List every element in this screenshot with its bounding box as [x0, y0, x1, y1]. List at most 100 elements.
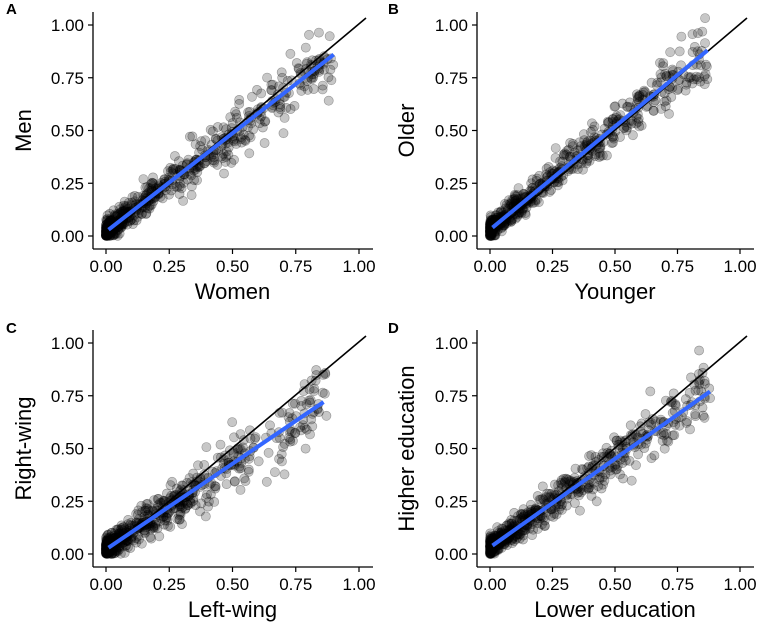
scatter-point — [601, 442, 612, 453]
scatter-point — [588, 477, 599, 488]
scatter-point — [555, 501, 566, 512]
scatter-point — [133, 191, 143, 202]
scatter-point — [611, 435, 622, 446]
scatter-point — [609, 101, 620, 112]
scatter-point — [184, 131, 195, 142]
scatter-point — [697, 402, 708, 413]
scatter-point — [693, 28, 703, 39]
scatter-point — [208, 152, 219, 163]
scatter-point — [602, 447, 613, 458]
scatter-point — [320, 367, 331, 378]
scatter-point — [511, 534, 521, 544]
scatter-point — [101, 536, 112, 547]
scatter-point — [142, 498, 153, 509]
scatter-point — [168, 163, 179, 174]
scatter-point — [174, 189, 185, 199]
scatter-point — [225, 112, 236, 122]
scatter-point — [305, 429, 315, 440]
scatter-point — [136, 500, 147, 511]
scatter-point — [201, 492, 211, 503]
scatter-point — [520, 525, 531, 535]
scatter-point — [660, 68, 671, 79]
scatter-point — [562, 474, 572, 485]
scatter-point — [495, 206, 506, 217]
scatter-point — [175, 509, 186, 520]
scatter-point — [252, 85, 262, 95]
scatter-point — [205, 489, 216, 500]
scatter-point — [494, 527, 504, 538]
scatter-point — [105, 215, 116, 225]
scatter-point — [506, 515, 517, 525]
scatter-point — [223, 142, 234, 153]
scatter-point — [538, 188, 548, 198]
scatter-point — [595, 150, 606, 161]
scatter-point — [235, 444, 246, 455]
scatter-point — [574, 137, 585, 148]
scatter-point — [530, 195, 541, 205]
scatter-point — [295, 422, 306, 433]
scatter-point — [132, 211, 143, 222]
scatter-point — [636, 120, 647, 131]
scatter-point — [700, 38, 710, 48]
scatter-point — [152, 523, 163, 534]
scatter-point — [595, 143, 606, 153]
scatter-point — [149, 522, 160, 533]
scatter-point — [207, 155, 218, 166]
scatter-point — [150, 520, 161, 530]
scatter-point — [103, 217, 113, 228]
scatter-point — [111, 229, 121, 239]
scatter-point — [319, 64, 329, 75]
scatter-point — [639, 85, 649, 96]
scatter-point — [175, 501, 186, 512]
scatter-point — [203, 496, 214, 507]
scatter-point — [212, 159, 223, 170]
scatter-point — [620, 455, 631, 466]
scatter-point — [119, 548, 130, 558]
scatter-point — [631, 460, 641, 471]
scatter-point — [101, 547, 111, 558]
scatter-point — [584, 155, 595, 166]
panel-b: 0.00 0.00 0.25 0.25 0.50 0.50 0.75 0.75 1.00 1.00… — [388, 1, 757, 304]
x-tick-label: 1.00 — [342, 257, 375, 276]
y-tick-label: 1.00 — [435, 16, 468, 35]
scatter-point — [279, 113, 290, 123]
scatter-point — [492, 526, 503, 536]
scatter-point — [674, 46, 685, 57]
scatter-point — [219, 168, 229, 179]
scatter-point — [133, 505, 144, 516]
scatter-point — [655, 69, 666, 80]
x-tick-label: 0.75 — [661, 575, 694, 594]
scatter-point — [657, 435, 668, 446]
scatter-point — [504, 518, 514, 529]
scatter-point — [304, 395, 315, 406]
scatter-point — [123, 197, 134, 208]
scatter-point — [622, 101, 632, 112]
scatter-point — [101, 546, 111, 557]
scatter-point — [601, 452, 612, 462]
scatter-point — [257, 122, 268, 133]
scatter-point — [287, 435, 298, 446]
scatter-point — [301, 424, 312, 435]
scatter-point — [512, 532, 523, 542]
scatter-point — [134, 534, 144, 545]
scatter-point — [496, 206, 507, 216]
scatter-point — [220, 156, 231, 167]
scatter-point — [593, 455, 604, 465]
x-tick-label: 0.75 — [279, 257, 312, 276]
y-axis-title: Right-wing — [11, 397, 36, 501]
scatter-point — [279, 438, 290, 449]
scatter-point — [145, 524, 156, 535]
scatter-point — [694, 345, 704, 356]
scatter-point — [510, 191, 521, 202]
scatter-point — [594, 472, 605, 483]
scatter-point — [101, 546, 111, 557]
scatter-point — [487, 532, 498, 542]
scatter-point — [259, 138, 270, 148]
scatter-point — [561, 500, 572, 511]
scatter-point — [557, 175, 568, 186]
scatter-point — [185, 168, 195, 179]
scatter-point — [486, 228, 497, 239]
scatter-point — [182, 500, 193, 510]
scatter-point — [323, 72, 334, 83]
scatter-point — [112, 210, 123, 220]
